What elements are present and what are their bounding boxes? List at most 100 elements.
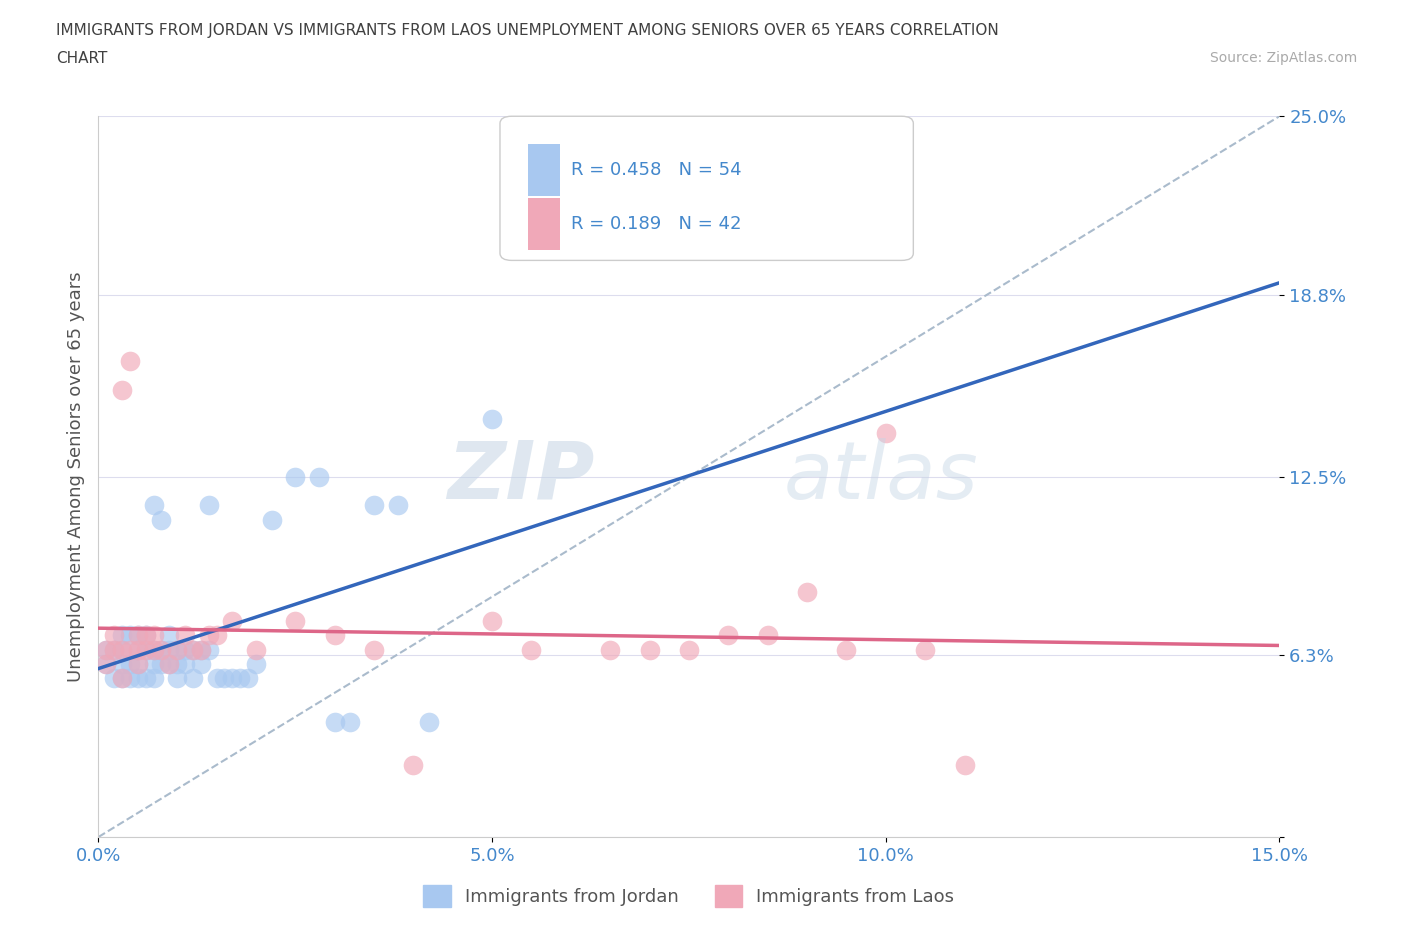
Point: [284, 614, 307, 629]
Point: [142, 657, 165, 671]
Point: [142, 671, 165, 686]
Point: [96, 657, 118, 671]
Point: [181, 642, 204, 657]
Point: [245, 657, 267, 671]
Y-axis label: Unemployment Among Seniors over 65 years: Unemployment Among Seniors over 65 years: [66, 272, 84, 682]
Point: [214, 671, 236, 686]
Point: [150, 512, 173, 527]
Point: [135, 642, 157, 657]
Point: [111, 383, 134, 398]
Point: [135, 628, 157, 643]
Point: [260, 512, 283, 527]
Text: Source: ZipAtlas.com: Source: ZipAtlas.com: [1209, 51, 1357, 65]
Point: [229, 671, 252, 686]
Point: [481, 412, 503, 427]
Point: [323, 714, 346, 729]
Point: [118, 628, 141, 643]
Point: [111, 642, 134, 657]
Text: CHART: CHART: [56, 51, 108, 66]
Text: R = 0.458   N = 54: R = 0.458 N = 54: [571, 161, 741, 179]
Point: [150, 642, 173, 657]
Point: [174, 657, 197, 671]
Point: [599, 642, 621, 657]
Point: [103, 642, 125, 657]
Point: [135, 628, 157, 643]
Point: [127, 628, 149, 643]
Point: [142, 628, 165, 643]
Point: [103, 642, 125, 657]
Point: [103, 671, 125, 686]
Point: [111, 671, 134, 686]
Point: [150, 642, 173, 657]
Point: [127, 628, 149, 643]
Point: [520, 642, 543, 657]
Point: [96, 642, 118, 657]
Point: [166, 642, 188, 657]
Point: [205, 628, 228, 643]
Point: [205, 671, 228, 686]
Point: [174, 628, 197, 643]
Point: [166, 642, 188, 657]
Point: [127, 657, 149, 671]
Point: [190, 657, 212, 671]
FancyBboxPatch shape: [501, 116, 914, 260]
Point: [363, 642, 385, 657]
FancyBboxPatch shape: [529, 144, 560, 196]
Point: [127, 657, 149, 671]
Point: [756, 628, 779, 643]
Point: [127, 642, 149, 657]
Point: [142, 642, 165, 657]
Point: [111, 642, 134, 657]
Point: [481, 614, 503, 629]
Point: [111, 657, 134, 671]
Point: [387, 498, 409, 513]
Text: R = 0.189   N = 42: R = 0.189 N = 42: [571, 216, 741, 233]
Point: [103, 628, 125, 643]
Point: [157, 657, 180, 671]
Point: [221, 614, 243, 629]
Point: [197, 642, 219, 657]
Point: [118, 671, 141, 686]
Point: [197, 628, 219, 643]
Point: [236, 671, 259, 686]
Point: [118, 354, 141, 369]
Point: [181, 642, 204, 657]
Point: [796, 585, 818, 600]
Point: [157, 657, 180, 671]
Point: [174, 642, 197, 657]
Point: [157, 642, 180, 657]
Point: [127, 642, 149, 657]
Point: [418, 714, 440, 729]
Point: [135, 642, 157, 657]
Point: [835, 642, 858, 657]
Text: ZIP: ZIP: [447, 438, 595, 515]
Point: [284, 469, 307, 484]
Legend: Immigrants from Jordan, Immigrants from Laos: Immigrants from Jordan, Immigrants from …: [416, 878, 962, 914]
Point: [190, 642, 212, 657]
Point: [678, 642, 700, 657]
FancyBboxPatch shape: [529, 198, 560, 250]
Point: [875, 426, 897, 441]
Point: [157, 628, 180, 643]
Point: [181, 671, 204, 686]
Point: [166, 657, 188, 671]
Point: [142, 498, 165, 513]
Point: [96, 657, 118, 671]
Point: [118, 642, 141, 657]
Point: [111, 628, 134, 643]
Point: [142, 642, 165, 657]
Point: [150, 657, 173, 671]
Point: [221, 671, 243, 686]
Point: [135, 671, 157, 686]
Point: [118, 657, 141, 671]
Text: IMMIGRANTS FROM JORDAN VS IMMIGRANTS FROM LAOS UNEMPLOYMENT AMONG SENIORS OVER 6: IMMIGRANTS FROM JORDAN VS IMMIGRANTS FRO…: [56, 23, 1000, 38]
Point: [363, 498, 385, 513]
Point: [402, 757, 425, 772]
Point: [638, 642, 661, 657]
Point: [245, 642, 267, 657]
Point: [197, 498, 219, 513]
Text: atlas: atlas: [783, 438, 979, 515]
Point: [166, 671, 188, 686]
Point: [111, 671, 134, 686]
Point: [308, 469, 330, 484]
